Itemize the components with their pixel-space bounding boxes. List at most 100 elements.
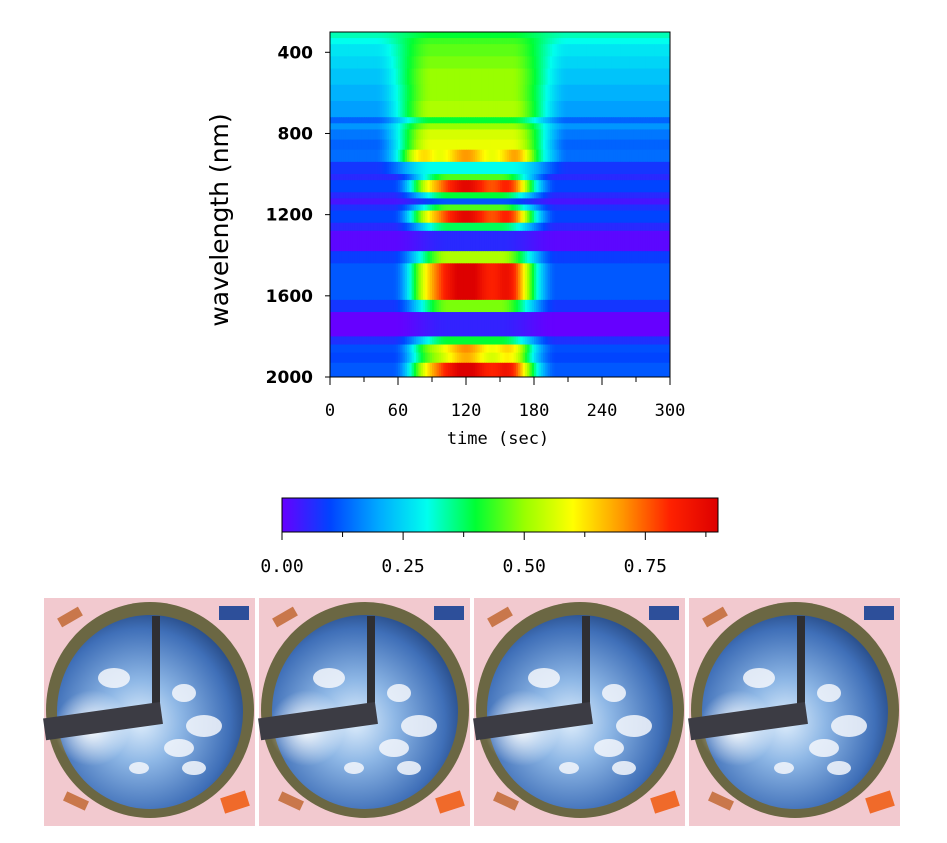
heatmap-cell [642, 68, 646, 86]
heatmap-cell [565, 210, 569, 224]
heatmap-cell [620, 68, 623, 86]
heatmap-cell [463, 198, 467, 206]
heatmap-cell [663, 204, 667, 212]
heatmap-cell [345, 101, 349, 118]
heatmap-cell [509, 174, 512, 181]
heatmap-cell [572, 123, 576, 131]
heatmap-cell [400, 198, 404, 206]
heatmap-cell [375, 344, 379, 354]
heatmap-cell [413, 299, 417, 313]
heatmap-cell [445, 251, 449, 264]
heatmap-cell [595, 251, 599, 264]
heatmap-cell [354, 139, 358, 151]
heatmap-cell [581, 352, 585, 364]
heatmap-cell [556, 222, 560, 232]
heatmap-cell [354, 32, 358, 39]
heatmap-cell [432, 123, 435, 131]
heatmap-cell [339, 230, 342, 252]
heatmap-cell [665, 312, 669, 338]
heatmap-cell [352, 149, 356, 163]
heatmap-cell [656, 123, 660, 131]
heatmap-cell [422, 336, 426, 346]
heatmap-cell [384, 174, 388, 181]
heatmap-cell [631, 174, 635, 181]
heatmap-cell [484, 251, 487, 264]
heatmap-cell [663, 312, 667, 338]
heatmap-cell [400, 84, 404, 102]
heatmap-cell [522, 56, 526, 70]
heatmap-cell [658, 204, 662, 212]
heatmap-cell [524, 352, 528, 364]
heatmap-cell [667, 198, 670, 206]
heatmap-cell [513, 44, 517, 57]
heatmap-cell [556, 123, 560, 131]
heatmap-cell [520, 139, 524, 151]
heatmap-cell [534, 192, 537, 200]
heatmap-cell [552, 352, 555, 364]
heatmap-cell [334, 263, 338, 301]
heatmap-cell [468, 123, 472, 131]
heatmap-cell [588, 336, 592, 346]
heatmap-cell [373, 336, 376, 346]
heatmap-cell [354, 204, 358, 212]
heatmap-cell [638, 204, 642, 212]
heatmap-cell [647, 123, 651, 131]
heatmap-cell [361, 117, 365, 124]
heatmap-cell [382, 222, 385, 232]
heatmap-cell [613, 263, 617, 301]
cloud-shape [602, 684, 626, 702]
heatmap-cell [386, 204, 390, 212]
heatmap-cell [443, 123, 447, 131]
heatmap-cell [345, 161, 349, 175]
heatmap-cell [425, 192, 429, 200]
heatmap-cell [470, 149, 474, 163]
heatmap-cell [493, 129, 497, 141]
heatmap-cell [651, 336, 655, 346]
heatmap-cell [540, 149, 544, 163]
heatmap-cell [495, 192, 499, 200]
heatmap-cell [382, 174, 385, 181]
heatmap-cell [515, 222, 519, 232]
heatmap-cell [364, 222, 367, 232]
heatmap-cell [581, 222, 585, 232]
heatmap-cell [513, 139, 517, 151]
heatmap-cell [339, 139, 342, 151]
heatmap-cell [368, 336, 372, 346]
heatmap-cell [386, 56, 390, 70]
heatmap-cell [574, 44, 578, 57]
heatmap-cell [509, 129, 512, 141]
heatmap-cell [620, 344, 623, 354]
heatmap-cell [622, 210, 626, 224]
heatmap-cell [400, 68, 404, 86]
heatmap-cell [402, 192, 406, 200]
heatmap-cell [636, 32, 639, 39]
heatmap-cell [667, 251, 670, 264]
heatmap-cell [477, 38, 481, 45]
heatmap-cell [384, 230, 388, 252]
heatmap-cell [370, 84, 374, 102]
heatmap-cell [350, 299, 354, 313]
heatmap-cell [667, 139, 670, 151]
heatmap-cell [348, 192, 351, 200]
heatmap-cell [620, 129, 623, 141]
heatmap-cell [409, 312, 413, 338]
heatmap-cell [441, 101, 444, 118]
heatmap-cell [413, 161, 417, 175]
heatmap-cell [622, 174, 626, 181]
heatmap-cell [515, 84, 519, 102]
heatmap-cell [645, 129, 648, 141]
heatmap-cell [626, 139, 630, 151]
cloud-shape [827, 761, 851, 775]
heatmap-cell [540, 139, 544, 151]
heatmap-cell [538, 336, 542, 346]
heatmap-cell [382, 161, 385, 175]
heatmap-cell [545, 44, 549, 57]
heatmap-cell [450, 117, 453, 124]
heatmap-cell [352, 299, 356, 313]
heatmap-cell [586, 180, 589, 193]
heatmap-cell [438, 129, 442, 141]
heatmap-cell [574, 123, 578, 131]
heatmap-cell [463, 161, 467, 175]
heatmap-cell [504, 129, 508, 141]
heatmap-cell [404, 161, 408, 175]
